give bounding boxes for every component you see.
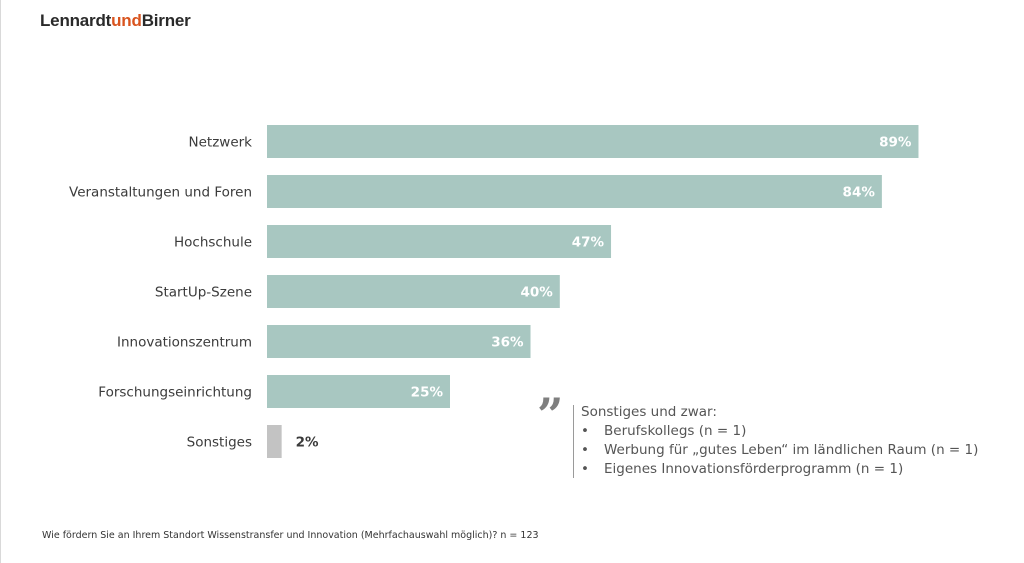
bar-netzwerk <box>267 125 919 158</box>
note-item: Eigenes Innovationsförderprogramm (n = 1… <box>581 460 978 479</box>
value-label: 89% <box>879 135 912 151</box>
frame-border <box>0 0 1 563</box>
value-label: 36% <box>491 335 524 351</box>
bar-sonstiges <box>267 425 282 458</box>
value-label: 40% <box>520 285 553 301</box>
category-label: Netzwerk <box>189 135 253 151</box>
note-item: Werbung für „gutes Leben“ im ländlichen … <box>581 441 978 460</box>
category-label: Sonstiges <box>187 435 252 451</box>
bar-veranstaltungen-und-foren <box>267 175 882 208</box>
category-label: StartUp-Szene <box>155 285 252 301</box>
quote-divider <box>573 405 574 478</box>
value-label: 2% <box>296 435 319 451</box>
brand-logo: LennardtundBirner <box>40 11 191 31</box>
brand-logo-part3: Birner <box>141 11 191 30</box>
bar-startup-szene <box>267 275 560 308</box>
quote-icon: ” <box>537 388 564 442</box>
value-label: 84% <box>843 185 876 201</box>
note-item: Berufskollegs (n = 1) <box>581 422 978 441</box>
brand-logo-part1: Lennardt <box>40 11 112 30</box>
category-label: Forschungseinrichtung <box>98 385 252 401</box>
value-label: 47% <box>572 235 605 251</box>
bar-forschungseinrichtung <box>267 375 450 408</box>
bar-hochschule <box>267 225 612 258</box>
category-label: Veranstaltungen und Foren <box>69 185 252 201</box>
note-list: Berufskollegs (n = 1) Werbung für „gutes… <box>581 422 978 479</box>
category-label: Innovationszentrum <box>117 335 252 351</box>
value-label: 25% <box>411 385 444 401</box>
note-heading: Sonstiges und zwar: <box>581 404 717 420</box>
category-label: Hochschule <box>174 235 252 251</box>
brand-logo-part2: und <box>111 11 142 30</box>
bar-innovationszentrum <box>267 325 531 358</box>
other-answers-note: Sonstiges und zwar: Berufskollegs (n = 1… <box>581 403 978 479</box>
survey-question-footnote: Wie fördern Sie an Ihrem Standort Wissen… <box>42 530 539 541</box>
